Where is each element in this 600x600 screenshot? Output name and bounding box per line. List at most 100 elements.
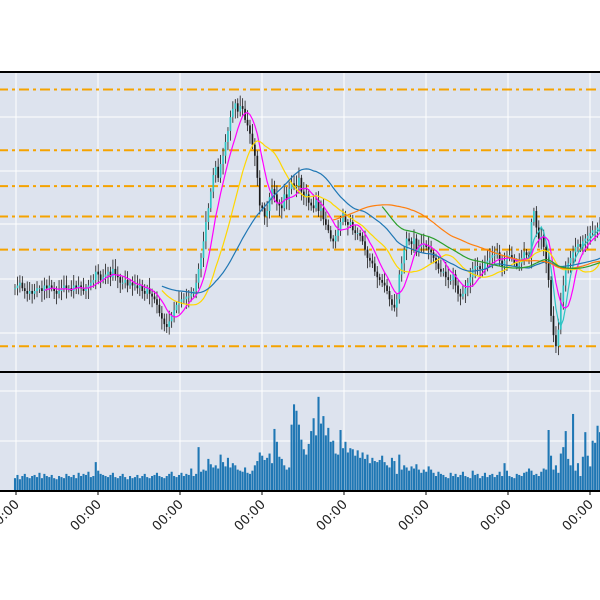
volume-bar <box>513 478 516 491</box>
volume-bar <box>594 442 597 491</box>
candle-body <box>293 183 295 187</box>
candle-body <box>212 175 215 192</box>
candle-body <box>550 279 552 316</box>
volume-bar <box>535 473 538 491</box>
volume-bar <box>35 477 39 491</box>
candle-body <box>371 260 374 264</box>
candle-body <box>43 285 46 291</box>
volume-bar <box>398 454 401 491</box>
volume-bar <box>295 410 298 491</box>
volume-bar <box>197 447 200 491</box>
volume-bar <box>207 458 210 491</box>
candle-body <box>332 238 335 242</box>
volume-bar <box>579 476 582 491</box>
volume-bar <box>476 473 479 491</box>
candle-body <box>197 268 200 283</box>
candle-body <box>58 291 60 294</box>
volume-bar <box>307 443 310 491</box>
volume-bar <box>58 476 61 491</box>
candle-body <box>107 271 109 275</box>
volume-bar <box>293 404 296 491</box>
candle-body <box>246 119 249 126</box>
candle-body <box>459 293 462 297</box>
volume-bar <box>239 470 242 491</box>
candle-body <box>440 268 442 272</box>
candle-body <box>418 246 420 253</box>
candle-body <box>359 233 361 236</box>
volume-bar <box>339 430 342 491</box>
volume-bar <box>133 477 136 491</box>
volume-bar <box>92 476 95 491</box>
candle-body <box>569 257 572 264</box>
volume-bar <box>60 477 63 491</box>
candle-body <box>148 288 151 294</box>
volume-bar <box>393 461 396 491</box>
candle-body <box>298 177 300 187</box>
volume-bar <box>329 441 332 491</box>
volume-bar <box>373 461 376 491</box>
candle-body <box>327 224 330 231</box>
candle-body <box>378 277 381 280</box>
volume-bar <box>596 425 599 491</box>
volume-bar <box>327 427 330 491</box>
candle-body <box>586 235 589 239</box>
ma-orange-line <box>333 204 600 270</box>
candle-body <box>594 230 596 232</box>
candle-body <box>486 260 489 264</box>
volume-bar <box>432 472 435 491</box>
volume-bar <box>16 474 19 491</box>
volume-panel <box>0 371 600 492</box>
volume-bar <box>268 453 271 491</box>
volume-bar <box>33 474 36 491</box>
volume-bar <box>412 468 416 491</box>
candle-body <box>156 299 158 305</box>
candle-body <box>511 255 513 258</box>
volume-bar <box>261 455 264 491</box>
volume-bar <box>202 469 205 491</box>
volume-bar <box>493 477 496 491</box>
volume-bar <box>518 474 521 491</box>
x-tick-label: 00:00 <box>478 497 515 534</box>
candle-body <box>236 103 239 112</box>
candle-body <box>562 285 565 303</box>
volume-bar <box>246 472 249 491</box>
candle-body <box>584 238 587 242</box>
candle-body <box>38 288 41 290</box>
volume-bar <box>72 474 75 491</box>
volume-bar <box>45 476 48 491</box>
candle-body <box>415 238 418 253</box>
candle-body <box>552 315 555 336</box>
volume-bar <box>420 472 423 491</box>
candle-body <box>325 219 327 225</box>
volume-bar <box>363 458 367 491</box>
volume-bar <box>454 473 457 491</box>
volume-bar <box>214 465 217 491</box>
candle-body <box>92 279 95 283</box>
candle-body <box>479 266 481 269</box>
volume-bar <box>586 455 589 491</box>
candle-body <box>271 188 273 198</box>
candle-body <box>491 255 494 258</box>
candle-body <box>498 252 501 261</box>
candle-body <box>266 210 268 217</box>
volume-bar <box>439 473 442 491</box>
ma-magenta-line <box>44 111 600 318</box>
volume-bar <box>65 473 68 491</box>
volume-bar <box>121 473 124 491</box>
volume-bar <box>302 449 305 491</box>
volume-bar <box>87 471 90 491</box>
candle-body <box>457 285 459 294</box>
candle-body <box>187 296 190 298</box>
candle-body <box>405 238 408 250</box>
volume-bar <box>80 476 83 491</box>
ma-cyan-line <box>516 225 600 328</box>
candle-body <box>403 249 406 264</box>
candle-body <box>256 155 259 178</box>
candle-body <box>202 241 205 258</box>
volume-bar <box>158 476 161 491</box>
candle-body <box>41 288 43 291</box>
candle-body <box>99 274 102 280</box>
volume-bar <box>474 474 477 491</box>
candle-body <box>493 255 496 257</box>
volume-bar <box>170 471 173 491</box>
